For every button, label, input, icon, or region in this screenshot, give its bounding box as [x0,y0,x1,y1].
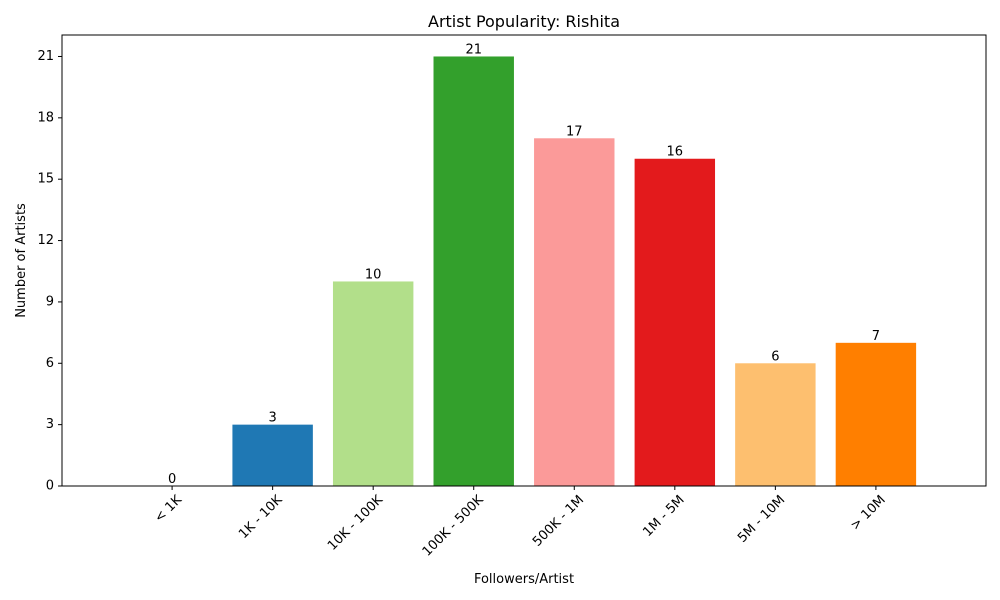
x-tick-label-6: 5M - 10M [735,493,788,546]
bar-4 [534,138,615,486]
x-tick-label-7: > 10M [848,493,889,534]
data-label-3: 21 [465,42,482,57]
data-label-4: 17 [566,124,583,139]
x-tick-label-1: 1K - 10K [236,492,286,542]
data-label-0: 0 [168,472,176,487]
data-label-6: 6 [771,349,779,364]
data-label-7: 7 [872,329,880,344]
y-tick-label-1: 3 [46,417,54,432]
y-tick-label-0: 0 [46,479,54,494]
x-axis-title: Followers/Artist [474,572,574,587]
bar-1 [232,424,313,486]
plot-frame [61,34,987,487]
y-tick-label-7: 21 [37,49,54,64]
y-tick-label-4: 12 [37,233,54,248]
y-axis: 0 3 6 9 12 15 18 21 [37,49,62,494]
x-tick-label-2: 10K - 100K [325,492,386,553]
y-tick-label-6: 18 [37,110,54,125]
x-tick-label-5: 1M - 5M [640,493,687,540]
x-tick-label-4: 500K - 1M [530,493,587,550]
x-tick-label-3: 100K - 500K [420,492,487,559]
x-tick-label-0: < 1K [152,492,185,525]
bar-6 [735,363,816,486]
y-tick-label-2: 6 [46,356,54,371]
bar-3 [433,56,514,486]
chart-title: Artist Popularity: Rishita [428,12,620,31]
y-axis-title: Number of Artists [14,203,29,318]
x-axis: < 1K 1K - 10K 10K - 100K 100K - 500K 500K - … [152,486,889,560]
y-tick-label-5: 15 [37,172,54,187]
bar-7 [835,342,917,486]
data-label-5: 16 [667,145,684,160]
y-tick-label-3: 9 [46,294,54,309]
data-labels-layer: 0 3 10 21 17 16 6 7 [168,42,880,487]
bar-2 [332,281,414,486]
bar-5 [634,158,716,486]
data-label-2: 10 [365,267,382,282]
data-label-1: 3 [268,411,276,426]
bars-layer [232,56,917,486]
